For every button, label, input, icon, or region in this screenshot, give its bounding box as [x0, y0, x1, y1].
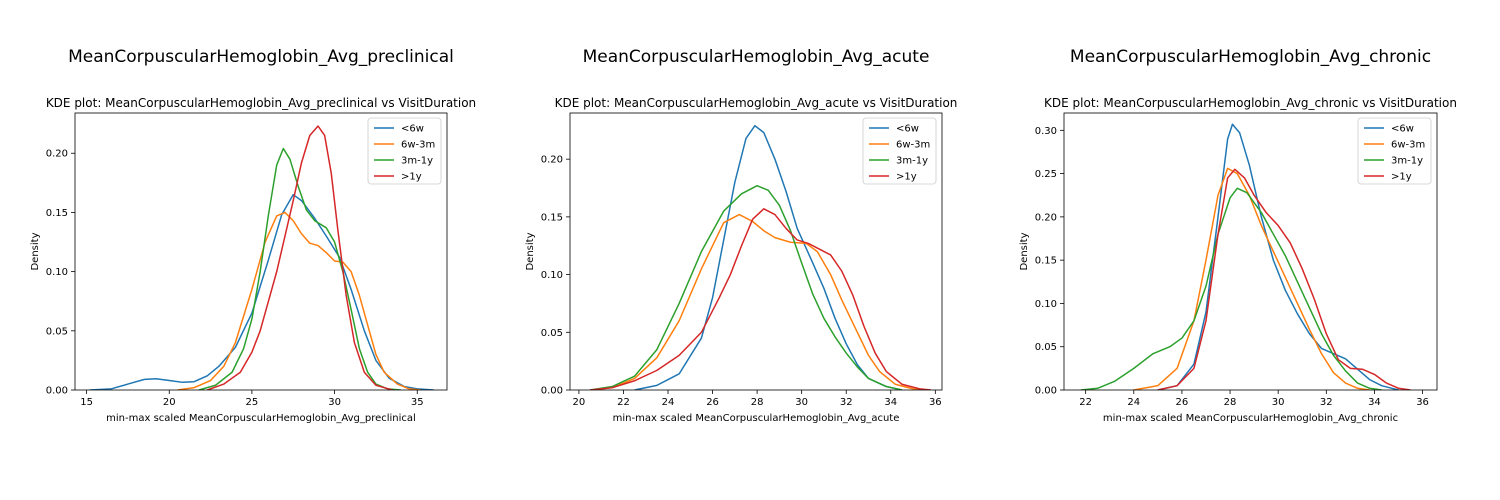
legend: <6w 6w-3m 3m-1y >1y: [1357, 117, 1432, 185]
kde-curve-1y: [1157, 168, 1411, 390]
y-tick-label: 0.15: [1035, 256, 1057, 267]
legend-label: <6w: [896, 124, 919, 135]
legend: <6w 6w-3m 3m-1y >1y: [367, 117, 442, 185]
x-tick-label: 28: [1224, 397, 1237, 408]
x-tick-label: 32: [840, 397, 853, 408]
x-tick-label: 22: [1079, 397, 1092, 408]
x-tick-label: 30: [328, 397, 341, 408]
kde-curve-6w: [89, 193, 434, 390]
subplot-1: MeanCorpuscularHemoglobin_Avg_preclinica…: [30, 47, 476, 424]
y-tick-label: 0.30: [1035, 126, 1057, 137]
x-tick-label: 15: [80, 397, 93, 408]
legend-label: 6w-3m: [401, 140, 435, 151]
kde-curve-1y: [589, 208, 931, 390]
y-axis-label: Density: [525, 232, 536, 270]
y-tick-label: 0.10: [1035, 299, 1057, 310]
kde-curve-6w-3m: [589, 213, 925, 390]
x-tick-label: 36: [1416, 397, 1429, 408]
kde-curve-3m-1y: [198, 147, 401, 390]
x-tick-label: 34: [884, 397, 897, 408]
legend-label: 3m-1y: [401, 156, 433, 167]
legend-label: 3m-1y: [1391, 156, 1423, 167]
curves-group: [89, 125, 434, 390]
legend: <6w 6w-3m 3m-1y >1y: [862, 117, 937, 185]
legend-label: <6w: [1391, 124, 1414, 135]
y-tick-label: 0.20: [541, 155, 563, 166]
x-tick-label: 30: [1272, 397, 1285, 408]
x-tick-label: 30: [795, 397, 808, 408]
kde-curve-1y: [207, 125, 393, 390]
y-tick-label: 0.10: [46, 267, 68, 278]
axes-frame: [74, 112, 448, 391]
kde-curve-3m-1y: [1080, 187, 1382, 390]
legend-box: [1357, 117, 1432, 185]
legend-box: [367, 117, 442, 185]
y-tick-label: 0.20: [1035, 212, 1057, 223]
x-tick-label: 32: [1320, 397, 1333, 408]
y-tick-label: 0.15: [541, 212, 563, 223]
x-tick-label: 20: [573, 397, 586, 408]
legend-label: >1y: [401, 172, 422, 183]
y-tick-label: 0.00: [1035, 386, 1057, 397]
y-tick-label: 0.10: [541, 270, 563, 281]
subplot-title: KDE plot: MeanCorpuscularHemoglobin_Avg_…: [46, 96, 476, 110]
subplot-suptitle: MeanCorpuscularHemoglobin_Avg_chronic: [1070, 47, 1431, 67]
kde-curve-6w-3m: [177, 211, 421, 390]
subplot-3: MeanCorpuscularHemoglobin_Avg_chronic KDE…: [1019, 47, 1457, 424]
kde-curve-6w: [634, 124, 903, 390]
legend-label: >1y: [896, 172, 917, 183]
x-tick-label: 24: [1127, 397, 1140, 408]
legend-label: <6w: [401, 124, 424, 135]
y-tick-label: 0.00: [46, 386, 68, 397]
x-tick-label: 36: [929, 397, 942, 408]
x-tick-label: 20: [163, 397, 176, 408]
y-tick-label: 0.25: [1035, 169, 1057, 180]
axes-frame: [1063, 112, 1438, 391]
x-tick-label: 24: [662, 397, 675, 408]
x-tick-label: 35: [411, 397, 424, 408]
y-tick-label: 0.20: [46, 149, 68, 160]
curves-group: [1080, 123, 1411, 390]
kde-curve-3m-1y: [589, 184, 903, 390]
x-tick-label: 28: [751, 397, 764, 408]
x-tick-label: 26: [706, 397, 719, 408]
legend-label: 6w-3m: [896, 140, 930, 151]
subplot-title: KDE plot: MeanCorpuscularHemoglobin_Avg_…: [1044, 96, 1457, 110]
legend-label: 6w-3m: [1391, 140, 1425, 151]
legend-label: >1y: [1391, 172, 1412, 183]
x-tick-label: 25: [246, 397, 259, 408]
x-tick-label: 22: [617, 397, 630, 408]
axes-frame: [569, 112, 943, 391]
subplot-title: KDE plot: MeanCorpuscularHemoglobin_Avg_…: [555, 96, 958, 110]
x-axis-label: min-max scaled MeanCorpuscularHemoglobin…: [106, 413, 416, 424]
curves-group: [589, 124, 931, 390]
y-tick-label: 0.05: [1035, 342, 1057, 353]
subplot-suptitle: MeanCorpuscularHemoglobin_Avg_preclinica…: [68, 47, 454, 67]
y-tick-label: 0.00: [541, 386, 563, 397]
kde-curve-6w: [1157, 123, 1399, 390]
subplot-suptitle: MeanCorpuscularHemoglobin_Avg_acute: [583, 47, 930, 67]
subplot-2: MeanCorpuscularHemoglobin_Avg_acute KDE p…: [525, 47, 957, 424]
x-axis-label: min-max scaled MeanCorpuscularHemoglobin…: [613, 413, 900, 424]
y-tick-label: 0.15: [46, 208, 68, 219]
x-tick-label: 34: [1368, 397, 1381, 408]
x-axis-label: min-max scaled MeanCorpuscularHemoglobin…: [1103, 413, 1398, 424]
x-tick-label: 26: [1176, 397, 1189, 408]
y-tick-label: 0.05: [46, 326, 68, 337]
y-axis-label: Density: [1019, 232, 1030, 270]
y-axis-label: Density: [30, 232, 41, 270]
legend-box: [862, 117, 937, 185]
y-tick-label: 0.05: [541, 328, 563, 339]
legend-label: 3m-1y: [896, 156, 928, 167]
